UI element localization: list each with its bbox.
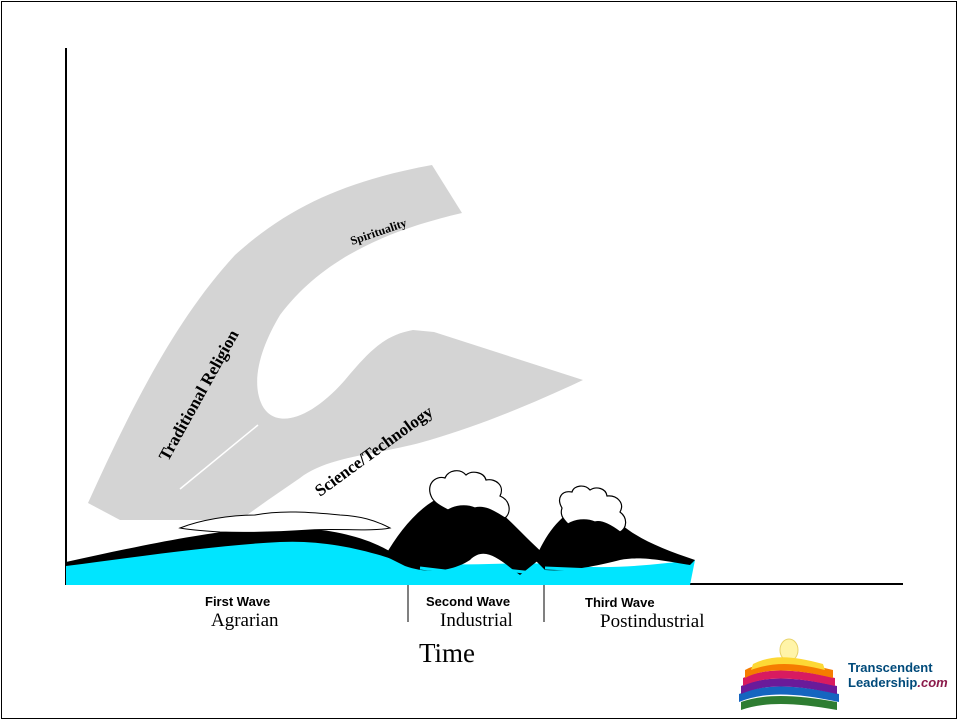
wave-2-name: Second Wave bbox=[426, 594, 511, 609]
transcendent-leadership-logo bbox=[739, 638, 839, 710]
logo-line-2: Leadership.com bbox=[848, 675, 948, 690]
first-wave-foam bbox=[178, 511, 392, 533]
second-wave-crest bbox=[429, 470, 510, 519]
third-wave bbox=[535, 506, 695, 571]
wave-1-name: First Wave bbox=[205, 594, 271, 609]
water-streaks bbox=[89, 564, 691, 582]
band-divider bbox=[179, 424, 259, 490]
wave-2-era: Industrial bbox=[440, 610, 513, 631]
logo-book-icon bbox=[741, 696, 837, 710]
logo-line-2-main: Leadership bbox=[848, 675, 918, 690]
second-wave bbox=[385, 492, 545, 575]
x-axis-label: Time bbox=[419, 638, 476, 668]
wave-1-era: Agrarian bbox=[211, 610, 279, 631]
wave-3-name: Third Wave bbox=[585, 595, 655, 610]
logo-line-2-suffix: .com bbox=[917, 675, 948, 690]
third-wave-crest bbox=[559, 485, 627, 533]
logo-line-1: Transcendent bbox=[848, 660, 933, 675]
wave-3-era: Postindustrial bbox=[600, 611, 705, 632]
first-wave bbox=[66, 527, 400, 566]
religion-science-band bbox=[88, 165, 583, 520]
waves-group bbox=[66, 470, 695, 622]
